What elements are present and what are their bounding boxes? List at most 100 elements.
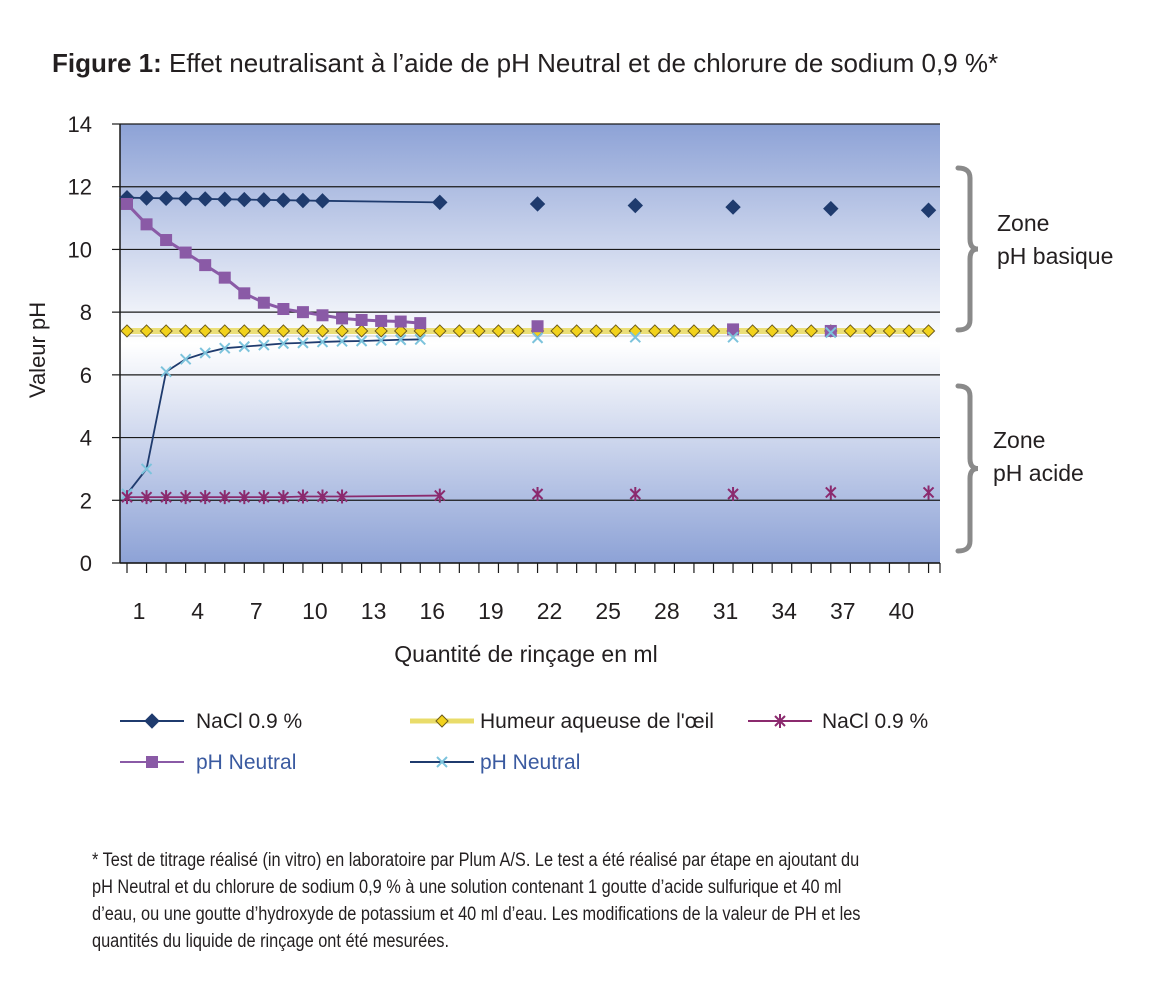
series-line (125, 202, 421, 325)
x-tick-label: 28 (654, 598, 680, 624)
data-point (648, 324, 662, 338)
zone-brace (955, 383, 979, 554)
y-tick-label: 2 (80, 488, 92, 513)
data-point (902, 324, 916, 338)
data-point (179, 246, 192, 259)
data-point (375, 314, 388, 327)
legend: NaCl 0.9 % Humeur aqueuse de l'œil NaCl 0.… (120, 710, 928, 774)
x-tick-label: 1 (133, 598, 146, 624)
data-point (160, 490, 172, 505)
x-tick-label: 13 (361, 598, 387, 624)
data-point (160, 234, 173, 247)
data-point (589, 324, 603, 338)
data-point (256, 192, 272, 208)
data-point (921, 324, 936, 338)
data-point (863, 324, 877, 338)
data-point (217, 191, 233, 207)
series-line (126, 338, 421, 495)
x-tick-label: 40 (889, 598, 915, 624)
data-point (765, 324, 779, 338)
data-point (452, 324, 467, 338)
x-tick-label: 34 (771, 598, 797, 624)
legend-item: Humeur aqueuse de l'œil (410, 710, 714, 733)
data-point (472, 324, 486, 338)
legend-item: NaCl 0.9 % (120, 710, 302, 733)
data-point (296, 324, 310, 338)
data-point (375, 334, 387, 347)
legend-item: pH Neutral (120, 751, 296, 774)
data-point (139, 324, 154, 338)
data-point (706, 324, 721, 338)
data-point (140, 463, 153, 475)
data-point (355, 313, 368, 326)
y-tick-label: 10 (68, 237, 92, 262)
series-1 (121, 197, 837, 337)
data-point (199, 259, 212, 272)
data-point (667, 324, 682, 338)
data-point (354, 324, 369, 338)
data-point (433, 324, 447, 338)
data-point (178, 324, 193, 338)
data-point (199, 347, 211, 359)
data-point (238, 340, 251, 353)
data-point (569, 324, 584, 338)
data-point (394, 315, 407, 328)
data-point (511, 324, 525, 338)
data-point (177, 190, 194, 207)
data-point (393, 324, 408, 338)
data-point (727, 487, 739, 502)
data-point (146, 756, 158, 768)
data-point (529, 196, 546, 212)
series-0 (119, 189, 937, 218)
data-point (276, 324, 291, 338)
data-point (609, 324, 623, 338)
data-point (199, 490, 211, 505)
data-point (629, 331, 642, 343)
data-point (138, 190, 155, 206)
data-point (120, 324, 134, 338)
data-point (629, 487, 642, 502)
x-tick-label: 4 (191, 598, 204, 624)
footnote-line: quantités du liquide de rinçage ont été … (92, 931, 449, 952)
data-point (394, 334, 407, 346)
series-layer (119, 189, 937, 505)
data-point (160, 366, 172, 378)
plot-area (120, 124, 940, 563)
data-point (727, 331, 739, 343)
data-point (257, 324, 271, 338)
data-point (258, 490, 270, 505)
legend-label: pH Neutral (196, 751, 296, 774)
data-point (144, 713, 160, 729)
data-point (336, 489, 348, 504)
y-tick-label: 6 (80, 363, 92, 388)
x-tick-label: 22 (537, 598, 563, 624)
data-point (725, 199, 741, 215)
data-point (435, 714, 449, 728)
data-point (316, 309, 329, 322)
data-point (197, 191, 213, 207)
data-point (314, 193, 331, 209)
data-point (238, 490, 251, 505)
x-tick-label: 7 (250, 598, 263, 624)
data-point (531, 332, 544, 344)
data-point (355, 335, 368, 347)
data-point (140, 490, 153, 505)
data-point (920, 202, 937, 218)
data-point (258, 339, 270, 351)
data-point (316, 336, 329, 348)
data-point (179, 353, 192, 365)
data-point (257, 296, 270, 309)
data-point (843, 324, 858, 338)
data-point (922, 485, 935, 500)
data-point (825, 485, 837, 500)
data-point (218, 271, 231, 284)
data-point (316, 489, 329, 504)
data-point (414, 333, 426, 346)
x-axis-label: Quantité de rinçage en ml (394, 641, 657, 667)
data-point (237, 324, 252, 338)
data-point (434, 488, 446, 503)
legend-item: pH Neutral (410, 751, 580, 774)
data-point (297, 337, 309, 349)
zone-annotations: Zone pH basique Zone pH acide (955, 165, 1113, 554)
